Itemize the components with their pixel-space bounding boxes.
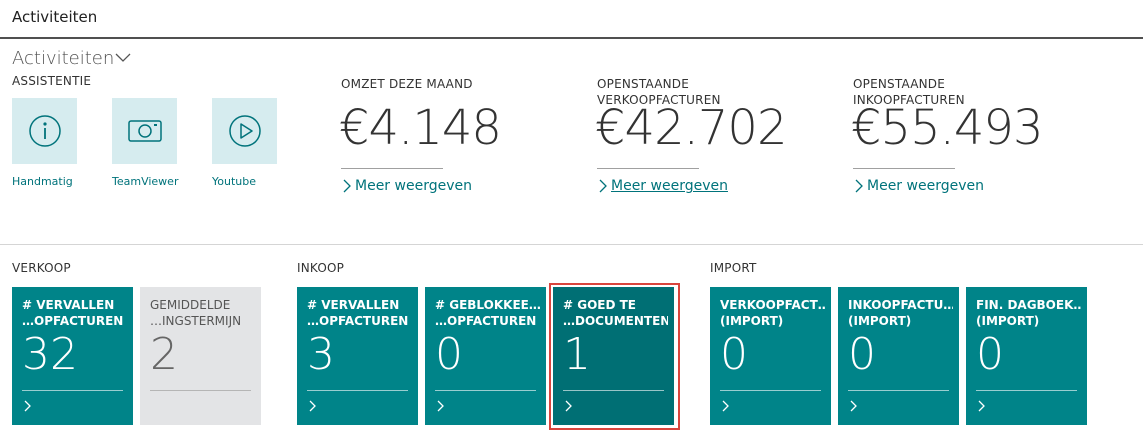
cue-title: GEMIDDELDE …INGSTERMIJN [150, 298, 242, 328]
cue-tile-geblokkeerde-inkoopfacturen[interactable]: # GEBLOKKEE… …OPFACTUREN 0 [425, 287, 546, 425]
chevron-right-icon [343, 179, 351, 193]
camera-icon [127, 120, 162, 142]
kpi-value-inkoopfacturen[interactable]: €55.493 [851, 100, 1043, 156]
page-title: Activiteiten [12, 8, 98, 26]
cue-title: VERKOOPFACT… (IMPORT) [720, 298, 825, 328]
kpi-title-verkoopfacturen: OPENSTAANDE VERKOOPFACTUREN [597, 77, 721, 107]
kpi-title-omzet: OMZET DEZE MAAND [341, 77, 473, 91]
kpi-value-verkoopfacturen[interactable]: €42.702 [595, 100, 787, 156]
play-icon [228, 115, 261, 147]
chevron-right-icon [722, 400, 729, 412]
kpi-divider [597, 168, 699, 169]
cue-tile-vervallen-inkoopfacturen[interactable]: # VERVALLEN …OPFACTUREN 3 [297, 287, 418, 425]
cue-tile-inkoopfacturen-import[interactable]: INKOOPFACTU… (IMPORT) 0 [838, 287, 959, 425]
kpi-title-inkoopfacturen: OPENSTAANDE INKOOPFACTUREN [853, 77, 965, 107]
cue-divider [307, 390, 408, 391]
cue-title: INKOOPFACTU… (IMPORT) [848, 298, 953, 328]
page-header: Activiteiten [0, 0, 1143, 39]
cue-value: 1 [563, 329, 591, 380]
cue-value: 0 [848, 329, 876, 380]
assist-label-youtube[interactable]: Youtube [212, 175, 256, 188]
section-divider [0, 244, 1143, 245]
kpi-more-link-inkoopfacturen[interactable]: Meer weergeven [853, 178, 984, 194]
chevron-right-icon [565, 400, 572, 412]
group-label-import: IMPORT [710, 261, 757, 275]
group-label-inkoop: INKOOP [297, 261, 345, 275]
cue-value: 0 [976, 329, 1004, 380]
cue-title: # GOED TE …DOCUMENTEN [563, 298, 668, 328]
kpi-more-link-omzet[interactable]: Meer weergeven [341, 178, 472, 194]
cue-divider [150, 390, 251, 391]
chevron-right-icon [978, 400, 985, 412]
cue-value: 0 [435, 329, 463, 380]
cue-title: FIN. DAGBOEK… (IMPORT) [976, 298, 1081, 328]
kpi-more-link-verkoopfacturen[interactable]: Meer weergeven [597, 178, 728, 194]
cue-divider [848, 390, 949, 391]
cue-title: # VERVALLEN …OPFACTUREN [307, 298, 409, 328]
chevron-right-icon [309, 400, 316, 412]
assist-group-label: ASSISTENTIE [12, 74, 92, 88]
chevron-right-icon [24, 400, 31, 412]
cue-divider [435, 390, 536, 391]
info-icon [28, 115, 61, 147]
cue-title: # VERVALLEN …OPFACTUREN [22, 298, 124, 328]
cue-divider [22, 390, 123, 391]
cue-tile-gemiddelde-betalingstermijn[interactable]: GEMIDDELDE …INGSTERMIJN 2 [140, 287, 261, 425]
assist-label-teamviewer[interactable]: TeamViewer [112, 175, 179, 188]
cue-divider [976, 390, 1077, 391]
cue-title: # GEBLOKKEE… …OPFACTUREN [435, 298, 540, 328]
cue-tile-goed-te-keuren-documenten[interactable]: # GOED TE …DOCUMENTEN 1 [553, 287, 674, 425]
cue-value: 32 [22, 329, 78, 380]
chevron-right-icon [850, 400, 857, 412]
cue-divider [563, 390, 664, 391]
assist-tile-youtube[interactable] [212, 98, 277, 164]
cue-tile-verkoopfacturen-import[interactable]: VERKOOPFACT… (IMPORT) 0 [710, 287, 831, 425]
assist-tile-handmatig[interactable] [12, 98, 77, 164]
cue-tile-fin-dagboek-import[interactable]: FIN. DAGBOEK… (IMPORT) 0 [966, 287, 1087, 425]
group-label-verkoop: VERKOOP [12, 261, 71, 275]
cue-value: 3 [307, 329, 335, 380]
chevron-right-icon [855, 179, 863, 193]
assist-tile-teamviewer[interactable] [112, 98, 177, 164]
chevron-down-icon[interactable] [115, 51, 131, 63]
section-title[interactable]: Activiteiten [12, 48, 115, 69]
assist-label-handmatig[interactable]: Handmatig [12, 175, 73, 188]
cue-tile-vervallen-verkoopfacturen[interactable]: # VERVALLEN …OPFACTUREN 32 [12, 287, 133, 425]
cue-value: 2 [150, 329, 178, 380]
kpi-divider [341, 168, 443, 169]
chevron-right-icon [437, 400, 444, 412]
chevron-right-icon [599, 179, 607, 193]
cue-value: 0 [720, 329, 748, 380]
selection-highlight [549, 283, 680, 430]
cue-divider [720, 390, 821, 391]
kpi-value-omzet[interactable]: €4.148 [339, 100, 502, 156]
kpi-divider [853, 168, 955, 169]
